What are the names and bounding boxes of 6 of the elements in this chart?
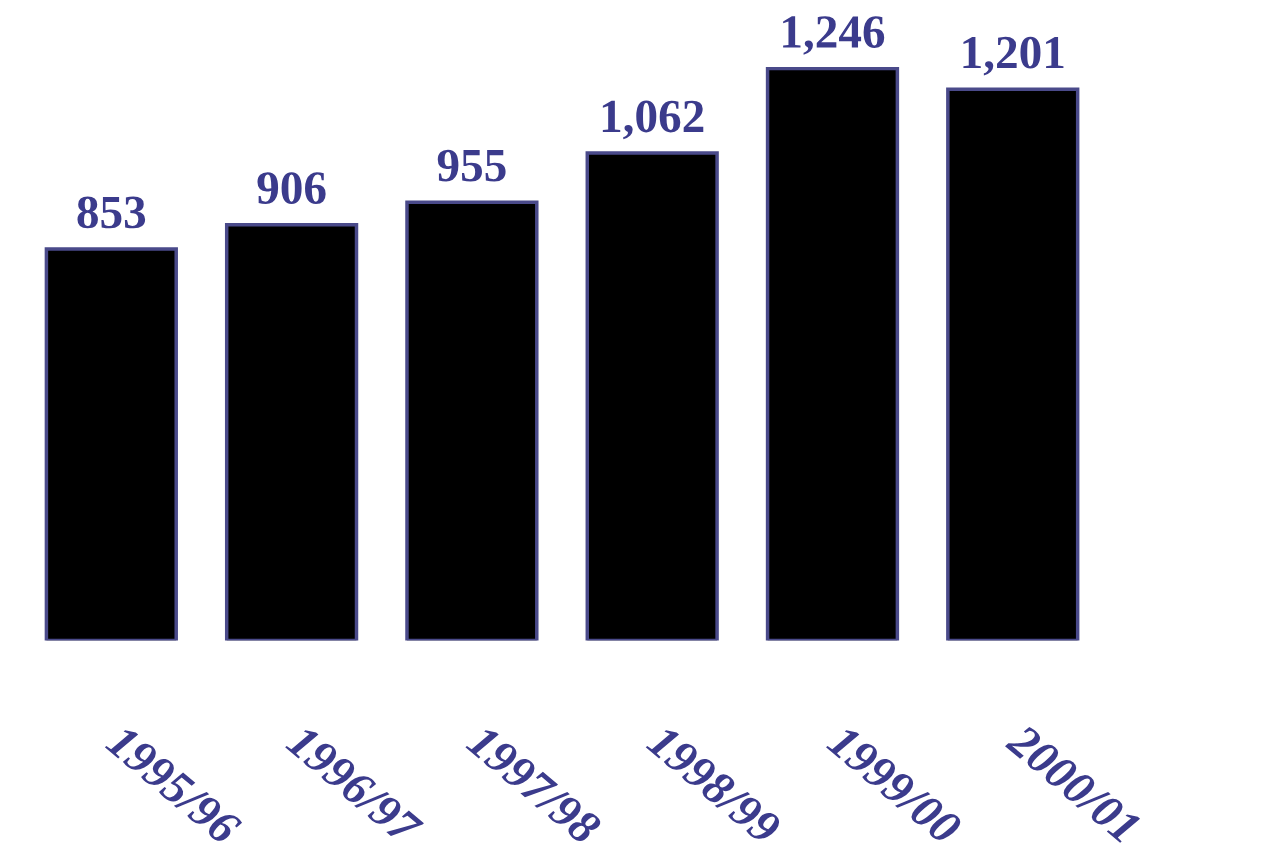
data-label: 1,062 — [602, 100, 704, 140]
data-label: 1,201 — [963, 36, 1064, 76]
data-label: 955 — [437, 149, 506, 182]
data-label: 906 — [257, 172, 326, 204]
data-label: 853 — [77, 196, 146, 229]
data-label: 1,246 — [783, 16, 885, 55]
